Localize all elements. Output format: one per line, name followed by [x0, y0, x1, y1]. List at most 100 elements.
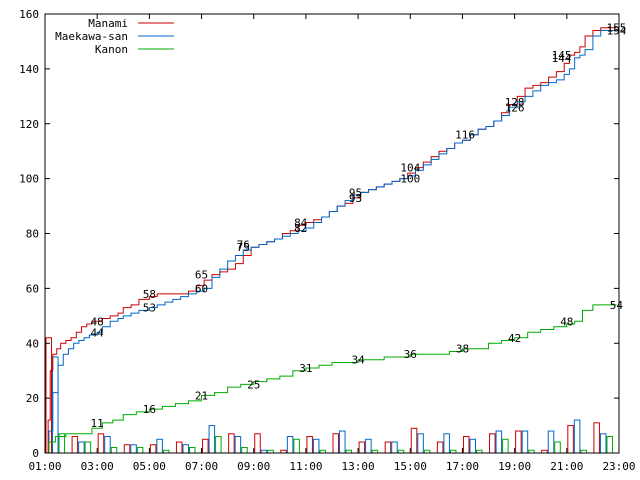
value-label: 144 — [552, 52, 572, 65]
x-tick-label: 13:00 — [342, 460, 375, 473]
value-label: 75 — [237, 241, 250, 254]
bar-manami — [97, 433, 105, 454]
bar-manami — [593, 422, 600, 454]
bar-kanon — [84, 441, 92, 454]
value-label: 95 — [349, 186, 362, 199]
value-label: 54 — [610, 299, 624, 312]
plot-frame — [44, 13, 620, 454]
bar-maekawasan — [495, 430, 503, 454]
bar-manami — [436, 441, 444, 454]
value-label: 116 — [455, 129, 475, 142]
value-label: 65 — [195, 269, 208, 282]
value-label: 38 — [456, 343, 469, 356]
bar-kanon — [189, 447, 196, 454]
legend: Manami Maekawa-san Kanon — [55, 17, 174, 56]
value-label: 82 — [294, 222, 307, 235]
bar-kanon — [136, 447, 144, 454]
x-tick-label: 05:00 — [133, 460, 166, 473]
bar-maekawasan — [391, 441, 398, 454]
bar-maekawasan — [573, 419, 581, 454]
x-tick-label: 15:00 — [394, 460, 427, 473]
bar-kanon — [554, 441, 561, 454]
value-label: 154 — [606, 24, 626, 37]
bar-manami — [332, 433, 340, 454]
y-tick-label: 140 — [19, 63, 39, 76]
hourly-bars — [45, 337, 613, 454]
legend-label-kanon: Kanon — [95, 43, 128, 56]
bar-manami — [410, 427, 418, 454]
y-tick-label: 120 — [19, 118, 39, 131]
line-kanon — [45, 304, 617, 454]
bar-maekawasan — [339, 430, 346, 454]
x-tick-label: 21:00 — [550, 460, 583, 473]
bar-manami — [515, 430, 522, 454]
axes: 0 20 40 60 80 100 120 140 160 01:00 03:00 05:00 07:0… — [19, 8, 635, 473]
x-tick-label: 23:00 — [602, 460, 635, 473]
bar-maekawasan — [521, 430, 529, 454]
value-label: 104 — [400, 162, 420, 175]
bar-maekawasan — [234, 436, 242, 454]
bar-manami — [123, 444, 131, 454]
bar-maekawasan — [365, 438, 372, 454]
value-label: 126 — [505, 101, 525, 114]
bar-kanon — [215, 436, 222, 454]
value-label: 93 — [349, 192, 362, 205]
x-tick-label: 19:00 — [498, 460, 531, 473]
y-tick-label: 60 — [26, 282, 39, 295]
bar-maekawasan — [443, 433, 450, 454]
y-tick-label: 80 — [26, 228, 39, 241]
value-label: 21 — [195, 389, 208, 402]
bar-maekawasan — [208, 425, 216, 454]
legend-label-maekawa: Maekawa-san — [55, 30, 128, 43]
bar-manami — [202, 438, 209, 454]
value-label: 48 — [560, 315, 573, 328]
bar-maekawasan — [182, 444, 190, 454]
value-label: 25 — [247, 378, 260, 391]
bar-maekawasan — [547, 430, 555, 454]
value-label: 16 — [143, 403, 156, 416]
bar-manami — [358, 441, 366, 454]
x-tick-label: 09:00 — [237, 460, 270, 473]
point-labels: 48 58 65 76 84 95 104 116 128 145 155 44 53 60 75 82 93 1… — [91, 22, 627, 430]
value-label: 84 — [294, 217, 308, 230]
bar-maekawasan — [286, 436, 294, 454]
bar-manami — [462, 436, 470, 454]
bar-maekawasan — [78, 441, 85, 454]
value-label: 145 — [552, 49, 572, 62]
value-label: 11 — [91, 417, 104, 430]
bar-kanon — [502, 438, 509, 454]
value-label: 60 — [195, 282, 208, 295]
legend-label-manami: Manami — [88, 17, 128, 30]
y-tick-label: 100 — [19, 173, 39, 186]
x-tick-label: 11:00 — [289, 460, 322, 473]
value-label: 31 — [299, 362, 312, 375]
value-label: 48 — [91, 315, 104, 328]
y-tick-label: 40 — [26, 337, 39, 350]
x-tick-label: 03:00 — [81, 460, 114, 473]
bar-maekawasan — [599, 433, 607, 454]
y-tick-label: 160 — [19, 8, 39, 21]
y-tick-label: 0 — [32, 447, 39, 460]
line-maekawasan — [45, 29, 617, 454]
value-label: 42 — [508, 332, 521, 345]
value-label: 36 — [404, 348, 417, 361]
value-label: 44 — [91, 326, 105, 339]
line-manami — [45, 27, 617, 454]
bar-manami — [489, 433, 496, 454]
bar-manami — [71, 436, 79, 454]
value-label: 34 — [351, 354, 365, 367]
value-label: 76 — [237, 238, 250, 251]
bar-maekawasan — [104, 436, 111, 454]
x-tick-label: 17:00 — [446, 460, 479, 473]
cumulative-lines — [45, 27, 617, 454]
x-tick-label: 07:00 — [185, 460, 218, 473]
value-label: 155 — [606, 22, 626, 35]
bar-kanon — [110, 447, 118, 454]
value-label: 128 — [505, 96, 525, 109]
value-label: 100 — [400, 173, 420, 186]
bar-maekawasan — [417, 433, 424, 454]
bar-maekawasan — [156, 438, 163, 454]
bar-kanon — [241, 447, 248, 454]
bar-manami — [384, 441, 392, 454]
